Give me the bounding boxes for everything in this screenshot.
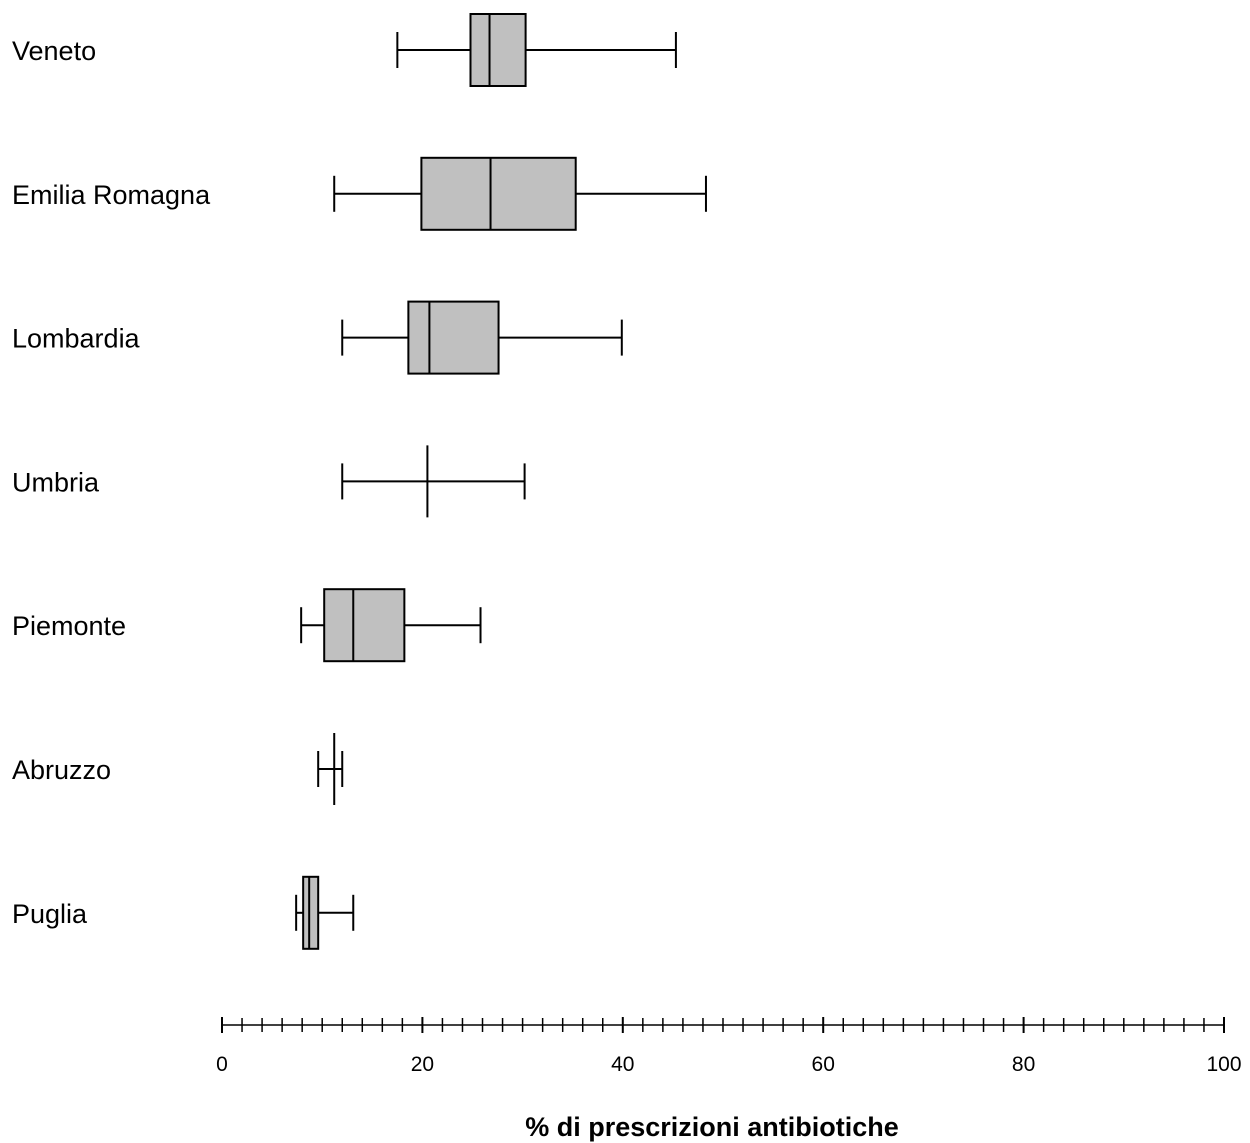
x-axis-ticks (221, 1017, 1225, 1033)
category-label: Puglia (12, 899, 88, 929)
box-umbria (341, 445, 526, 518)
iqr-box (469, 13, 527, 87)
iqr-box (407, 300, 500, 375)
box-abruzzo (317, 733, 344, 805)
boxes (295, 13, 707, 950)
category-label: Piemonte (12, 611, 126, 641)
x-tick-label: 40 (611, 1053, 634, 1076)
iqr-box (420, 156, 577, 231)
category-label: Veneto (12, 36, 96, 66)
category-labels: Veneto Emilia Romagna Lombardia Umbria Piemo… (12, 36, 211, 929)
box-lombardia (341, 300, 623, 375)
x-tick-label: 100 (1206, 1053, 1241, 1076)
category-label: Umbria (12, 467, 100, 497)
x-axis-title: % di prescrizioni antibiotiche (525, 1112, 899, 1142)
iqr-box (323, 588, 406, 663)
box-puglia (295, 875, 355, 950)
box-veneto (396, 13, 677, 87)
x-tick-label: 60 (812, 1053, 835, 1076)
category-label: Abruzzo (12, 755, 111, 785)
x-axis: 0 20 40 60 80 100 (216, 1017, 1242, 1076)
box-piemonte (300, 588, 482, 663)
iqr-box (302, 875, 320, 950)
x-tick-label: 80 (1012, 1053, 1035, 1076)
box-emilia-romagna (333, 156, 707, 231)
category-label: Lombardia (12, 324, 141, 354)
x-tick-label: 0 (216, 1053, 228, 1076)
x-tick-label: 20 (411, 1053, 434, 1076)
x-axis-tick-labels: 0 20 40 60 80 100 (216, 1053, 1241, 1076)
category-label: Emilia Romagna (12, 180, 211, 210)
